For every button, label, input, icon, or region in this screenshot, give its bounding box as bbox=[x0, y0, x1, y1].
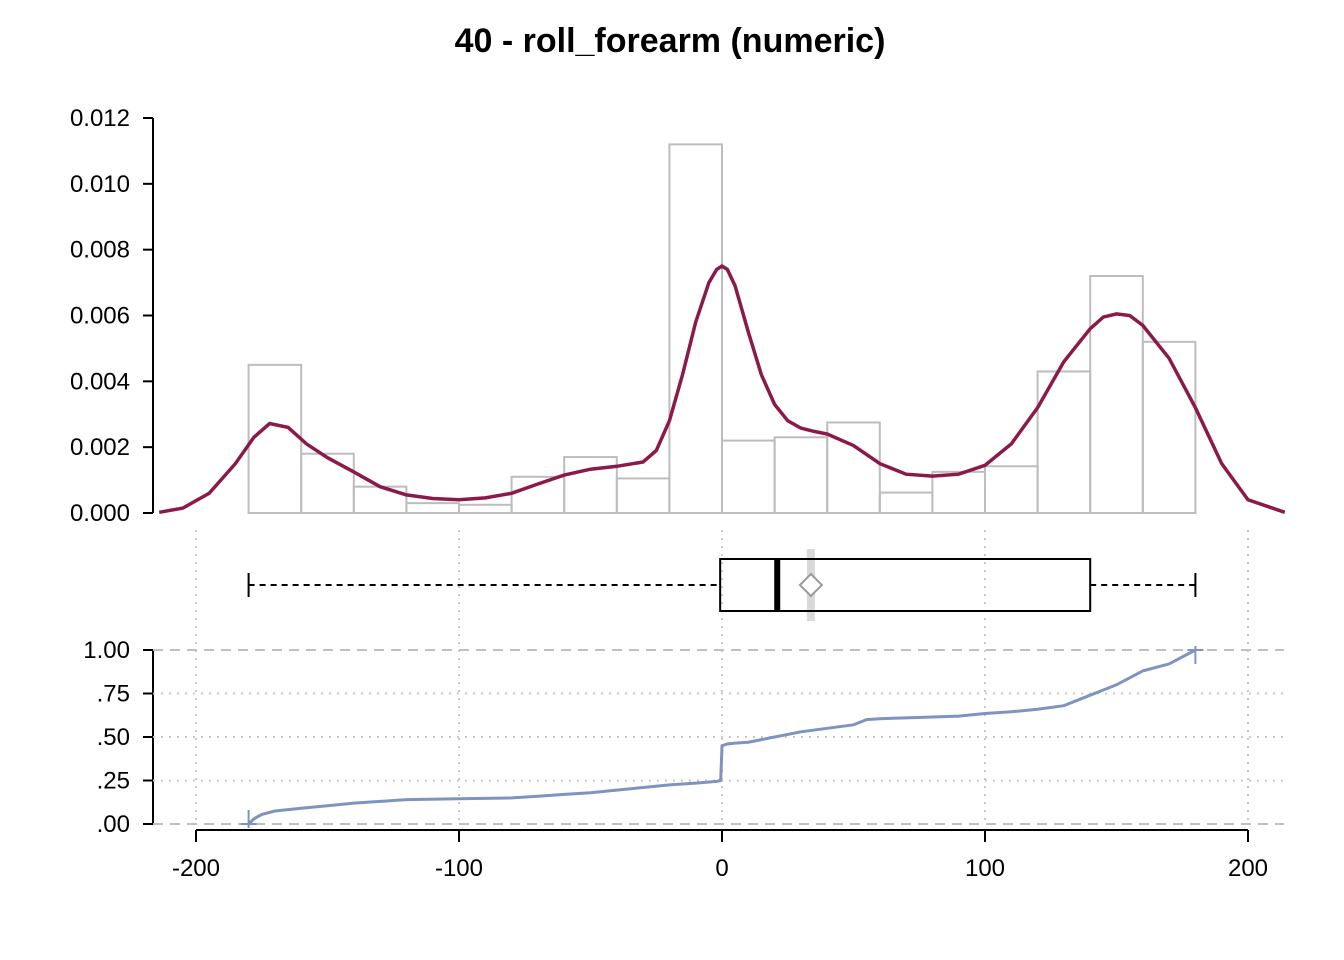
boxplot bbox=[247, 549, 1197, 621]
x-tick-label: 0 bbox=[715, 855, 728, 882]
histogram-bar bbox=[826, 421, 881, 514]
ecdf-y-tick-label: 1.00 bbox=[83, 637, 130, 664]
histogram-bar bbox=[458, 503, 513, 515]
ecdf-curve bbox=[247, 648, 1197, 826]
ecdf-panel: .00 .25 .50 .75 1.00 bbox=[83, 637, 1284, 838]
x-axis: -200 -100 0 100 200 bbox=[172, 829, 1268, 882]
ecdf-y-ticks: .00 .25 .50 .75 1.00 bbox=[83, 637, 153, 838]
ecdf-y-tick-label: .00 bbox=[97, 811, 130, 838]
x-tick-label: 200 bbox=[1228, 855, 1268, 882]
histogram-bar bbox=[878, 491, 934, 515]
boxplot-mean-diamond bbox=[798, 572, 824, 598]
histogram-y-tick-label: 0.002 bbox=[70, 434, 130, 461]
ecdf-endpoints bbox=[240, 646, 1204, 828]
histogram-panel: 0.000 0.002 0.004 0.006 0.008 0.010 0.012 bbox=[70, 105, 1286, 527]
ecdf-y-tick-label: .50 bbox=[97, 724, 130, 751]
x-axis-ticks: -200 -100 0 100 200 bbox=[172, 830, 1268, 882]
histogram-bar bbox=[773, 436, 829, 514]
histogram-bar bbox=[1141, 340, 1197, 515]
histogram-y-tick-label: 0.012 bbox=[70, 105, 130, 132]
histogram-bar bbox=[984, 465, 1039, 514]
histogram-bar bbox=[300, 452, 355, 514]
x-tick-label: 100 bbox=[965, 855, 1005, 882]
ecdf-y-tick-label: .25 bbox=[97, 768, 130, 795]
histogram-y-tick-label: 0.006 bbox=[70, 303, 130, 330]
vertical-gridlines bbox=[195, 530, 1249, 824]
histogram-y-tick-label: 0.008 bbox=[70, 237, 130, 264]
density-curve bbox=[158, 264, 1286, 515]
histogram-y-tick-label: 0.004 bbox=[70, 368, 130, 395]
histogram-y-tick-label: 0.000 bbox=[70, 500, 130, 527]
histogram-y-tick-label: 0.010 bbox=[70, 171, 130, 198]
histogram-bars bbox=[247, 143, 1197, 515]
histogram-bar bbox=[931, 470, 987, 514]
x-tick-label: -100 bbox=[435, 855, 483, 882]
ecdf-horizontal-gridlines bbox=[153, 649, 1284, 825]
ecdf-y-tick-label: .75 bbox=[97, 681, 130, 708]
histogram-bar bbox=[247, 363, 303, 514]
x-tick-label: -200 bbox=[172, 855, 220, 882]
histogram-y-ticks: 0.000 0.002 0.004 0.006 0.008 0.010 0.012 bbox=[70, 105, 153, 527]
histogram-bar bbox=[405, 502, 460, 514]
histogram-bar bbox=[721, 439, 776, 515]
chart-title: 40 - roll_forearm (numeric) bbox=[455, 22, 886, 60]
boxplot-box bbox=[719, 558, 1092, 612]
histogram-bar bbox=[668, 143, 724, 514]
histogram-bar bbox=[615, 477, 671, 514]
histogram-bar bbox=[1089, 275, 1144, 514]
